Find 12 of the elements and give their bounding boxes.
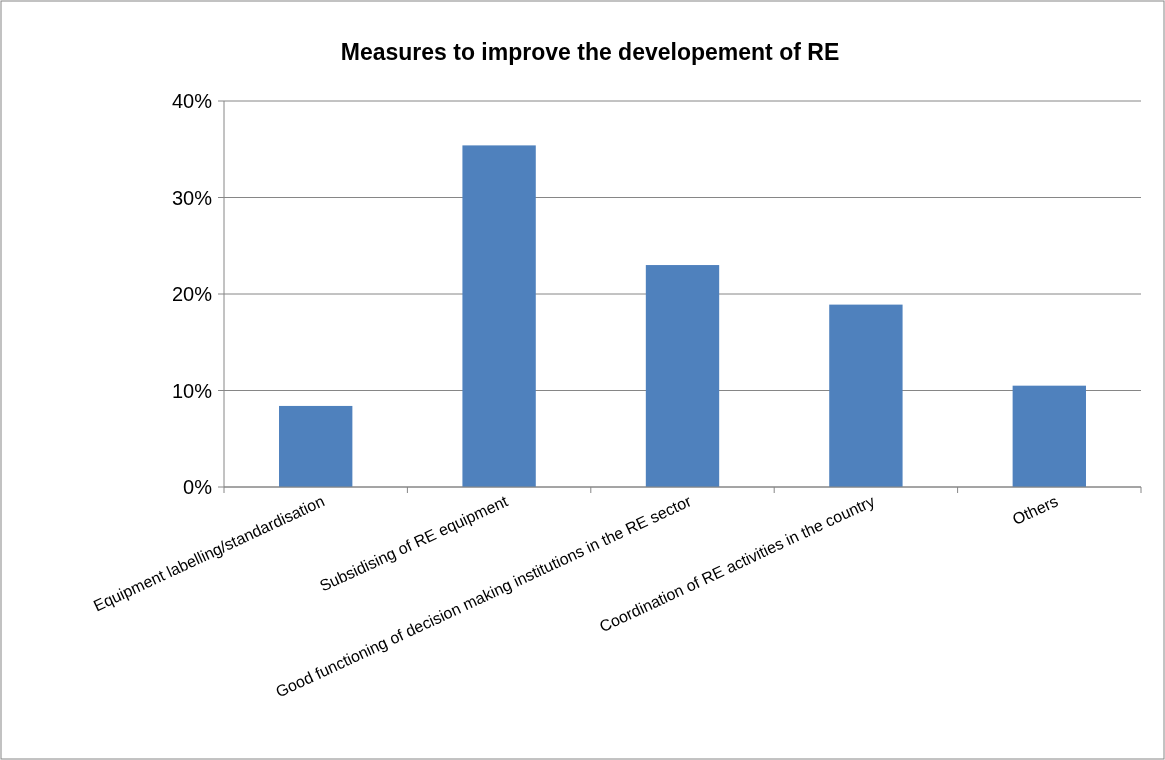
x-tick-label: Others (1009, 492, 1061, 529)
bar (462, 145, 536, 487)
bar (829, 304, 903, 487)
y-tick-label: 30% (171, 186, 213, 209)
y-tick-label: 20% (171, 283, 213, 305)
bar (645, 265, 720, 487)
chart-title: Measures to improve the developement of RE (340, 39, 840, 65)
y-tick-label: 0% (183, 476, 213, 498)
bar (1012, 385, 1086, 487)
y-tick-label: 40% (171, 90, 213, 112)
y-tick-label: 10% (171, 379, 213, 402)
bar (279, 405, 353, 487)
